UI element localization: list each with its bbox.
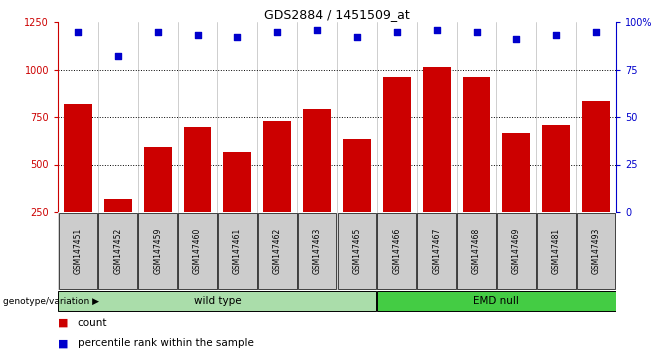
Text: GSM147463: GSM147463 bbox=[313, 228, 322, 274]
Bar bbox=[537, 213, 576, 289]
Bar bbox=[143, 147, 172, 212]
Text: GSM147467: GSM147467 bbox=[432, 228, 441, 274]
Point bbox=[591, 29, 601, 34]
Bar bbox=[378, 213, 416, 289]
Text: GSM147465: GSM147465 bbox=[353, 228, 361, 274]
Point bbox=[471, 29, 482, 34]
Bar bbox=[258, 213, 297, 289]
Point bbox=[192, 33, 203, 38]
Bar bbox=[184, 126, 211, 212]
Point bbox=[232, 34, 243, 40]
Text: GSM147459: GSM147459 bbox=[153, 228, 162, 274]
Text: wild type: wild type bbox=[193, 296, 241, 306]
Text: ■: ■ bbox=[58, 338, 68, 348]
Text: genotype/variation ▶: genotype/variation ▶ bbox=[3, 297, 99, 306]
Point bbox=[351, 34, 362, 40]
Bar bbox=[303, 109, 331, 212]
Bar bbox=[383, 77, 411, 212]
Bar bbox=[224, 152, 251, 212]
Text: GSM147493: GSM147493 bbox=[592, 228, 601, 274]
Bar bbox=[377, 291, 616, 311]
Text: GSM147461: GSM147461 bbox=[233, 228, 242, 274]
Bar bbox=[263, 121, 291, 212]
Bar bbox=[422, 67, 451, 212]
Point bbox=[432, 27, 442, 33]
Text: percentile rank within the sample: percentile rank within the sample bbox=[78, 338, 253, 348]
Bar bbox=[503, 133, 530, 212]
Title: GDS2884 / 1451509_at: GDS2884 / 1451509_at bbox=[264, 8, 410, 21]
Bar bbox=[457, 213, 496, 289]
Text: GSM147460: GSM147460 bbox=[193, 228, 202, 274]
Bar bbox=[99, 213, 137, 289]
Bar bbox=[338, 213, 376, 289]
Text: GSM147466: GSM147466 bbox=[392, 228, 401, 274]
Point bbox=[272, 29, 282, 34]
Bar bbox=[138, 213, 177, 289]
Text: count: count bbox=[78, 318, 107, 327]
Text: GSM147451: GSM147451 bbox=[74, 228, 82, 274]
Point bbox=[551, 33, 561, 38]
Text: ■: ■ bbox=[58, 318, 68, 327]
Bar bbox=[178, 213, 217, 289]
Text: GSM147452: GSM147452 bbox=[113, 228, 122, 274]
Text: GSM147481: GSM147481 bbox=[551, 228, 561, 274]
Point bbox=[312, 27, 322, 33]
Bar bbox=[417, 213, 456, 289]
Point bbox=[511, 36, 522, 42]
Bar bbox=[577, 213, 615, 289]
Point bbox=[72, 29, 83, 34]
Bar bbox=[582, 101, 610, 212]
Text: GSM147468: GSM147468 bbox=[472, 228, 481, 274]
Text: GSM147469: GSM147469 bbox=[512, 228, 521, 274]
Bar bbox=[497, 213, 536, 289]
Point bbox=[153, 29, 163, 34]
Bar bbox=[297, 213, 336, 289]
Point bbox=[392, 29, 402, 34]
Bar bbox=[218, 213, 257, 289]
Bar bbox=[343, 139, 371, 212]
Text: EMD null: EMD null bbox=[474, 296, 519, 306]
Bar bbox=[542, 125, 570, 212]
Bar bbox=[59, 291, 376, 311]
Point bbox=[113, 53, 123, 59]
Text: GSM147462: GSM147462 bbox=[272, 228, 282, 274]
Bar bbox=[59, 213, 97, 289]
Bar bbox=[104, 199, 132, 212]
Bar bbox=[463, 77, 490, 212]
Bar bbox=[64, 104, 92, 212]
